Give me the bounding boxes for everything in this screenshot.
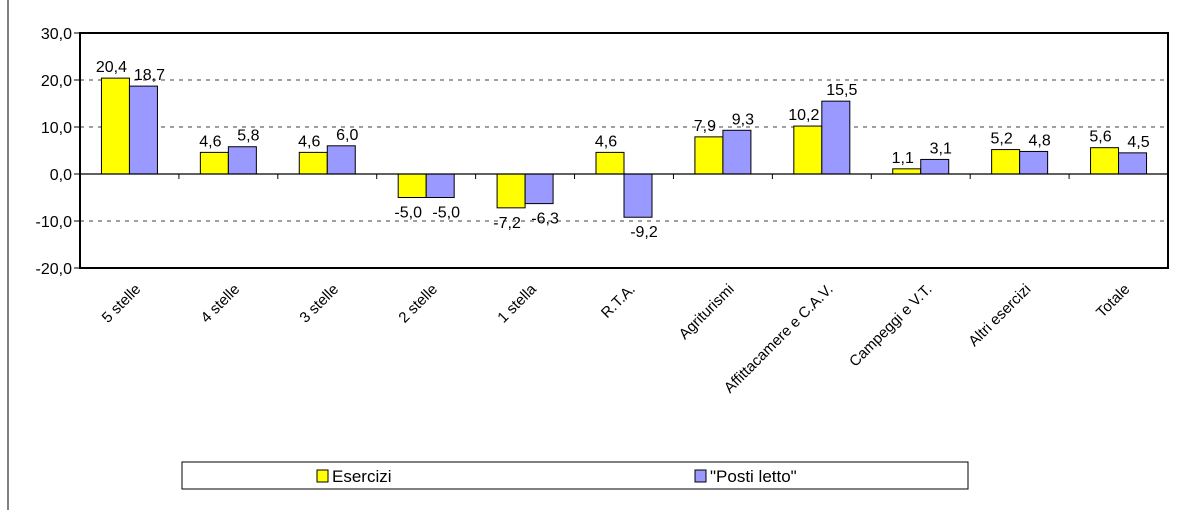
legend-box (181, 461, 969, 490)
bar-posti-letto (326, 145, 356, 175)
bar-esercizi (100, 77, 130, 175)
data-label: 4,5 (1127, 134, 1149, 151)
legend-label-posti-letto: "Posti letto" (710, 467, 797, 486)
data-label: 5,6 (1089, 129, 1111, 146)
y-axis-ticks: 30,0 20,0 10,0 0,0 -10,0 -20,0 (36, 26, 80, 278)
data-label: -5,0 (394, 205, 422, 222)
data-label: 9,3 (732, 111, 754, 128)
category-label: 4 stelle (198, 281, 244, 327)
bar-esercizi (1090, 147, 1120, 175)
data-label: 10,2 (788, 107, 819, 124)
data-label: 20,4 (96, 59, 127, 76)
y-tick-label: 0,0 (50, 167, 72, 184)
bar-esercizi (892, 168, 922, 175)
bar-esercizi (298, 151, 328, 175)
bars (100, 77, 1148, 218)
data-label: 1,1 (892, 150, 914, 167)
legend-swatch-posti-letto (694, 469, 707, 483)
bar-esercizi (694, 136, 724, 175)
data-label: 5,2 (991, 131, 1013, 148)
data-label: 18,7 (134, 67, 165, 84)
y-tick-label: -10,0 (36, 214, 73, 231)
data-label: 6,0 (336, 127, 358, 144)
category-label: Altri esercizi (965, 281, 1034, 350)
bar-posti-letto (722, 129, 752, 175)
bar-esercizi (793, 125, 823, 175)
data-label: 15,5 (826, 82, 857, 99)
category-label: Agriturismi (676, 281, 738, 343)
data-label: -6,3 (531, 211, 559, 228)
bar-posti-letto (1118, 152, 1148, 175)
bar-esercizi (199, 151, 229, 175)
bar-posti-letto (128, 85, 158, 175)
bar-posti-letto (227, 146, 257, 175)
data-label: -7,2 (493, 215, 521, 232)
category-label: 5 stelle (99, 281, 145, 327)
bar-posti-letto (623, 173, 653, 218)
bar-posti-letto (425, 173, 455, 198)
y-tick-label: 20,0 (41, 73, 72, 90)
data-label: 3,1 (930, 140, 952, 157)
data-label: 4,6 (199, 133, 221, 150)
data-label: 7,9 (694, 118, 716, 135)
bar-posti-letto (1019, 150, 1049, 175)
category-label: R.T.A. (598, 281, 639, 322)
bar-esercizi (595, 151, 625, 175)
category-label: 3 stelle (296, 281, 342, 327)
x-axis-ticks (79, 174, 1169, 179)
data-labels: 20,4 18,7 4,6 5,8 4,6 6,0 -5,0 -5,0 -7,2 -6,3 4,6 -… (96, 59, 1150, 241)
legend-swatch-esercizi (316, 469, 329, 483)
bar-esercizi (991, 149, 1021, 175)
legend: Esercizi "Posti letto" (181, 461, 969, 490)
y-tick-label: 10,0 (41, 120, 72, 137)
data-label: -5,0 (432, 205, 460, 222)
bar-posti-letto (524, 173, 554, 205)
data-label: 4,8 (1029, 132, 1051, 149)
bar-esercizi (397, 173, 427, 198)
category-label: 1 stella (494, 280, 540, 326)
data-label: 4,6 (595, 133, 617, 150)
grid-lines (80, 79, 1168, 222)
category-label: Totale (1093, 281, 1133, 321)
category-label: Campeggi e V.T. (846, 281, 935, 370)
bar-posti-letto (920, 158, 950, 175)
bar-esercizi (496, 173, 526, 209)
category-label: Affittacamere e C.A.V. (721, 281, 837, 397)
y-tick-label: -20,0 (36, 261, 73, 278)
legend-label-esercizi: Esercizi (332, 467, 392, 486)
data-label: -9,2 (630, 224, 658, 241)
y-tick-label: 30,0 (41, 26, 72, 43)
category-labels: 5 stelle 4 stelle 3 stelle 2 stelle 1 stella… (99, 280, 1134, 396)
plot-area (79, 32, 1169, 269)
data-label: 5,8 (237, 128, 259, 145)
category-label: 2 stelle (395, 281, 441, 327)
data-label: 4,6 (298, 133, 320, 150)
bar-posti-letto (821, 100, 851, 175)
